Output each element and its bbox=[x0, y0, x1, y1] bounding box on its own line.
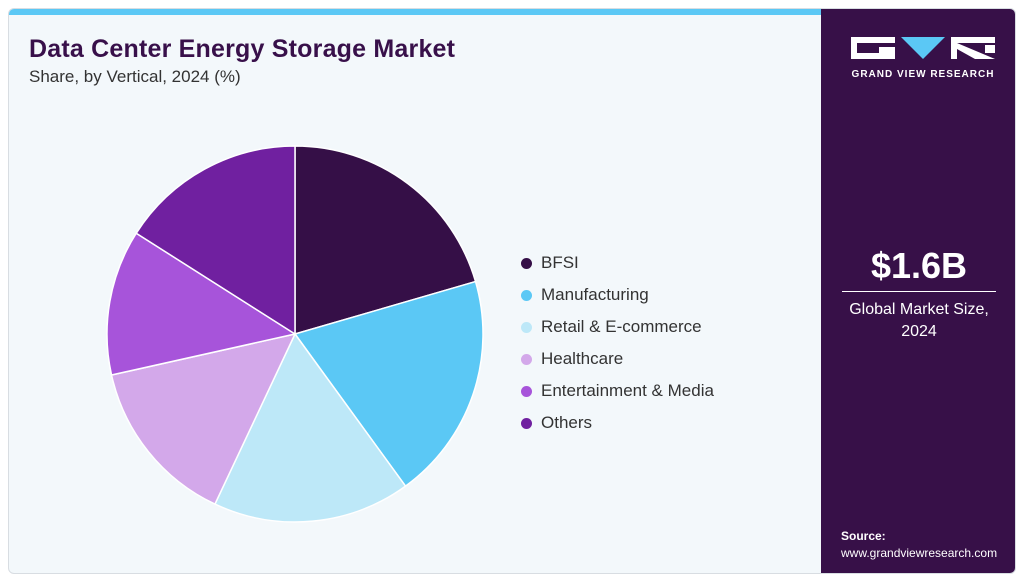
pie-slice-bfsi bbox=[294, 145, 477, 335]
legend-swatch bbox=[521, 385, 532, 397]
legend-item: Others bbox=[521, 407, 714, 439]
legend-label: BFSI bbox=[541, 253, 579, 272]
pie-slice-retail-e-commerce bbox=[213, 332, 407, 523]
legend-swatch bbox=[521, 257, 532, 269]
legend-swatch bbox=[521, 417, 532, 429]
grand-view-research-logo: GRAND VIEW RESEARCH bbox=[851, 35, 995, 80]
legend-label: Manufacturing bbox=[541, 285, 649, 304]
source-url: www.grandviewresearch.com bbox=[841, 546, 998, 560]
value-divider bbox=[842, 291, 996, 292]
legend-item: BFSI bbox=[521, 247, 714, 279]
legend-swatch bbox=[521, 321, 532, 333]
legend-swatch bbox=[521, 353, 532, 365]
legend-swatch bbox=[521, 289, 532, 301]
chart-card: Data Center Energy Storage Market Share,… bbox=[8, 8, 1016, 574]
pie-chart bbox=[106, 145, 484, 523]
logo-text: GRAND VIEW RESEARCH bbox=[851, 69, 995, 80]
legend-item: Manufacturing bbox=[521, 279, 714, 311]
pie-slice-healthcare bbox=[110, 332, 297, 506]
legend-item: Retail & E-commerce bbox=[521, 311, 714, 343]
legend-label: Entertainment & Media bbox=[541, 381, 714, 400]
source-title: Source: bbox=[841, 529, 886, 543]
pie-slice-entertainment-media bbox=[106, 232, 297, 376]
chart-legend: BFSI Manufacturing Retail & E-commerce Heal… bbox=[521, 247, 714, 439]
market-size-value: $1.6B bbox=[870, 245, 968, 286]
legend-item: Healthcare bbox=[521, 343, 714, 375]
gvr-logo-icon bbox=[851, 37, 995, 59]
chart-subtitle: Share, by Vertical, 2024 (%) bbox=[29, 67, 241, 86]
pie-slice-others bbox=[135, 145, 296, 336]
legend-item: Entertainment & Media bbox=[521, 375, 714, 407]
pie-slice-manufacturing bbox=[293, 280, 484, 488]
market-size-label: Global Market Size, 2024 bbox=[849, 301, 989, 340]
legend-label: Others bbox=[541, 413, 593, 432]
legend-label: Healthcare bbox=[541, 349, 624, 368]
top-accent-bar bbox=[9, 9, 821, 15]
chart-title: Data Center Energy Storage Market bbox=[29, 35, 456, 63]
legend-label: Retail & E-commerce bbox=[541, 317, 702, 336]
side-panel: GRAND VIEW RESEARCH $1.6B Global Market … bbox=[821, 9, 1015, 573]
